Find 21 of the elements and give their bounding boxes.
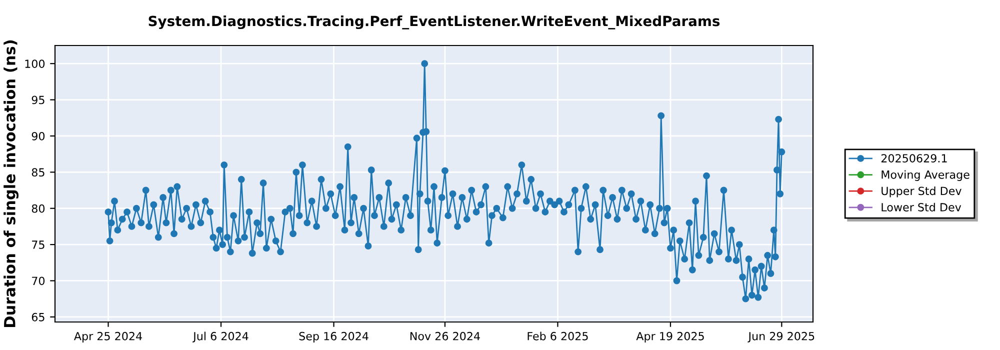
x-tick-label: Jun 29 2025	[748, 332, 814, 342]
y-tick-label: 100	[25, 60, 45, 68]
y-tick-label: 70	[32, 276, 45, 286]
y-tick-label: 80	[32, 204, 45, 213]
y-tick-label: 95	[32, 96, 44, 104]
y-tick-label: 75	[32, 240, 44, 249]
x-tick-label: Apr 19 2025	[636, 332, 704, 342]
x-tick-label: Apr 25 2024	[74, 332, 142, 342]
y-tick-label: 85	[32, 168, 44, 177]
legend-label: 20250629.1	[881, 154, 947, 163]
legend-label: Moving Average	[882, 170, 970, 181]
x-tick-label: Nov 26 2024	[410, 332, 480, 340]
chart-title: System.Diagnostics.Tracing.Perf_EventListener.WriteEvent_MixedParams	[148, 16, 720, 30]
x-tick-label: Feb 6 2025	[528, 332, 588, 340]
y-tick-label: 65	[32, 312, 44, 322]
x-tick-label: Jul 6 2024	[192, 332, 248, 342]
legend-label: Upper Std Dev	[882, 186, 962, 198]
y-axis-title: Duration of single invocation (ns)	[4, 40, 19, 327]
x-tick-label: Sep 16 2024	[299, 332, 368, 342]
legend-label: Lower Std Dev	[882, 202, 962, 212]
y-tick-label: 90	[32, 132, 45, 140]
